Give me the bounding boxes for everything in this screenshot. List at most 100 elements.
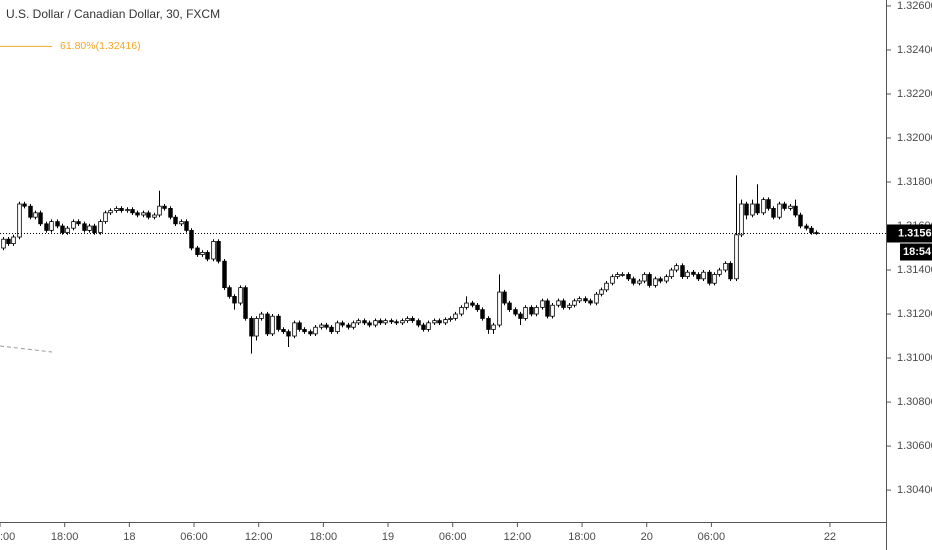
candle-body bbox=[599, 289, 604, 295]
candle-body bbox=[502, 291, 507, 304]
candle-body bbox=[329, 326, 334, 333]
candle-body bbox=[297, 322, 302, 330]
candle-body bbox=[227, 287, 232, 297]
candle-body bbox=[572, 300, 577, 306]
candle-body bbox=[243, 287, 248, 319]
y-tick-label: 1.31800 bbox=[897, 176, 932, 188]
candle-body bbox=[523, 307, 528, 319]
y-tick-label: 1.30600 bbox=[897, 440, 932, 452]
candle-body bbox=[108, 210, 113, 214]
candle-body bbox=[755, 203, 760, 214]
candle-body bbox=[373, 320, 378, 326]
candle-body bbox=[405, 318, 410, 322]
candle-body bbox=[432, 320, 437, 324]
candle-body bbox=[540, 300, 545, 308]
x-tick-label: 06:00 bbox=[439, 531, 467, 543]
candle-body bbox=[577, 298, 582, 302]
x-tick-label: 12:00 bbox=[504, 531, 532, 543]
candle-body bbox=[87, 225, 92, 231]
candle-body bbox=[788, 205, 793, 209]
candle-body bbox=[647, 274, 652, 286]
candle-body bbox=[459, 307, 464, 315]
x-tick-label: 06:00 bbox=[698, 531, 726, 543]
candle-body bbox=[125, 209, 130, 212]
candle-body bbox=[335, 322, 340, 333]
candle-body bbox=[567, 304, 572, 308]
candle-body bbox=[265, 313, 270, 335]
candle-body bbox=[588, 300, 593, 304]
y-tick-label: 1.32400 bbox=[897, 44, 932, 56]
last-price-box bbox=[887, 224, 932, 243]
candle-body bbox=[771, 208, 776, 218]
candle-body bbox=[340, 322, 345, 326]
candle-body bbox=[55, 221, 60, 227]
candle-body bbox=[761, 199, 766, 214]
candle-body bbox=[734, 234, 739, 280]
candle-body bbox=[38, 212, 43, 225]
candle-body bbox=[65, 227, 70, 234]
candle-body bbox=[44, 223, 49, 231]
x-tick-label: 18:00 bbox=[310, 531, 338, 543]
candle-body bbox=[793, 205, 798, 216]
candle-body bbox=[200, 252, 205, 256]
candle-body bbox=[680, 265, 685, 278]
candle-body bbox=[394, 321, 399, 324]
candle-body bbox=[130, 209, 135, 214]
candle-body bbox=[238, 287, 243, 304]
candle-body bbox=[782, 203, 787, 209]
x-tick-label: 18 bbox=[123, 531, 135, 543]
chart-title: U.S. Dollar / Canadian Dollar, 30, FXCM bbox=[6, 7, 220, 21]
candle-body bbox=[281, 329, 286, 333]
candle-body bbox=[11, 236, 16, 245]
candle-body bbox=[259, 313, 264, 319]
candle-body bbox=[556, 300, 561, 306]
candle-body bbox=[480, 309, 485, 319]
candle-body bbox=[642, 274, 647, 282]
y-tick-label: 1.32000 bbox=[897, 132, 932, 144]
candle-body bbox=[346, 324, 351, 328]
candle-body bbox=[92, 225, 97, 234]
candle-body bbox=[470, 302, 475, 306]
candle-body bbox=[443, 319, 448, 324]
y-tick-label: 1.32200 bbox=[897, 88, 932, 100]
x-tick-label: 12:00 bbox=[245, 531, 273, 543]
candle-body bbox=[777, 203, 782, 218]
candle-body bbox=[664, 276, 669, 282]
x-tick-label: 06:00 bbox=[180, 531, 208, 543]
candle-body bbox=[717, 269, 722, 275]
candle-body bbox=[750, 203, 755, 216]
candle-body bbox=[739, 203, 744, 236]
candle-body bbox=[383, 320, 388, 324]
candle-body bbox=[809, 227, 814, 234]
countdown-label: 18:54 bbox=[903, 246, 932, 258]
candle-body bbox=[744, 203, 749, 216]
candle-body bbox=[60, 225, 65, 234]
candle-body bbox=[475, 304, 480, 311]
candle-body bbox=[804, 225, 809, 229]
candle-body bbox=[561, 300, 566, 308]
x-tick-label: 18:00 bbox=[568, 531, 596, 543]
candle-body bbox=[232, 296, 237, 304]
candle-body bbox=[216, 241, 221, 262]
candle-body bbox=[421, 324, 426, 330]
candle-body bbox=[410, 318, 415, 322]
candle-body bbox=[400, 320, 405, 324]
candle-body bbox=[416, 320, 421, 326]
candle-body bbox=[653, 278, 658, 286]
candle-body bbox=[162, 205, 167, 209]
candle-body bbox=[1, 238, 6, 249]
candle-body bbox=[302, 329, 307, 333]
candle-body bbox=[723, 263, 728, 271]
candle-body bbox=[497, 291, 502, 326]
candle-body bbox=[696, 274, 701, 280]
candle-body bbox=[712, 274, 717, 284]
candle-body bbox=[313, 326, 318, 335]
trend-line bbox=[0, 345, 53, 353]
x-tick-label: 18:00 bbox=[51, 531, 79, 543]
candle-body bbox=[491, 324, 496, 330]
candle-body bbox=[292, 322, 297, 337]
candle-body bbox=[620, 274, 625, 276]
candle-body bbox=[324, 324, 329, 328]
